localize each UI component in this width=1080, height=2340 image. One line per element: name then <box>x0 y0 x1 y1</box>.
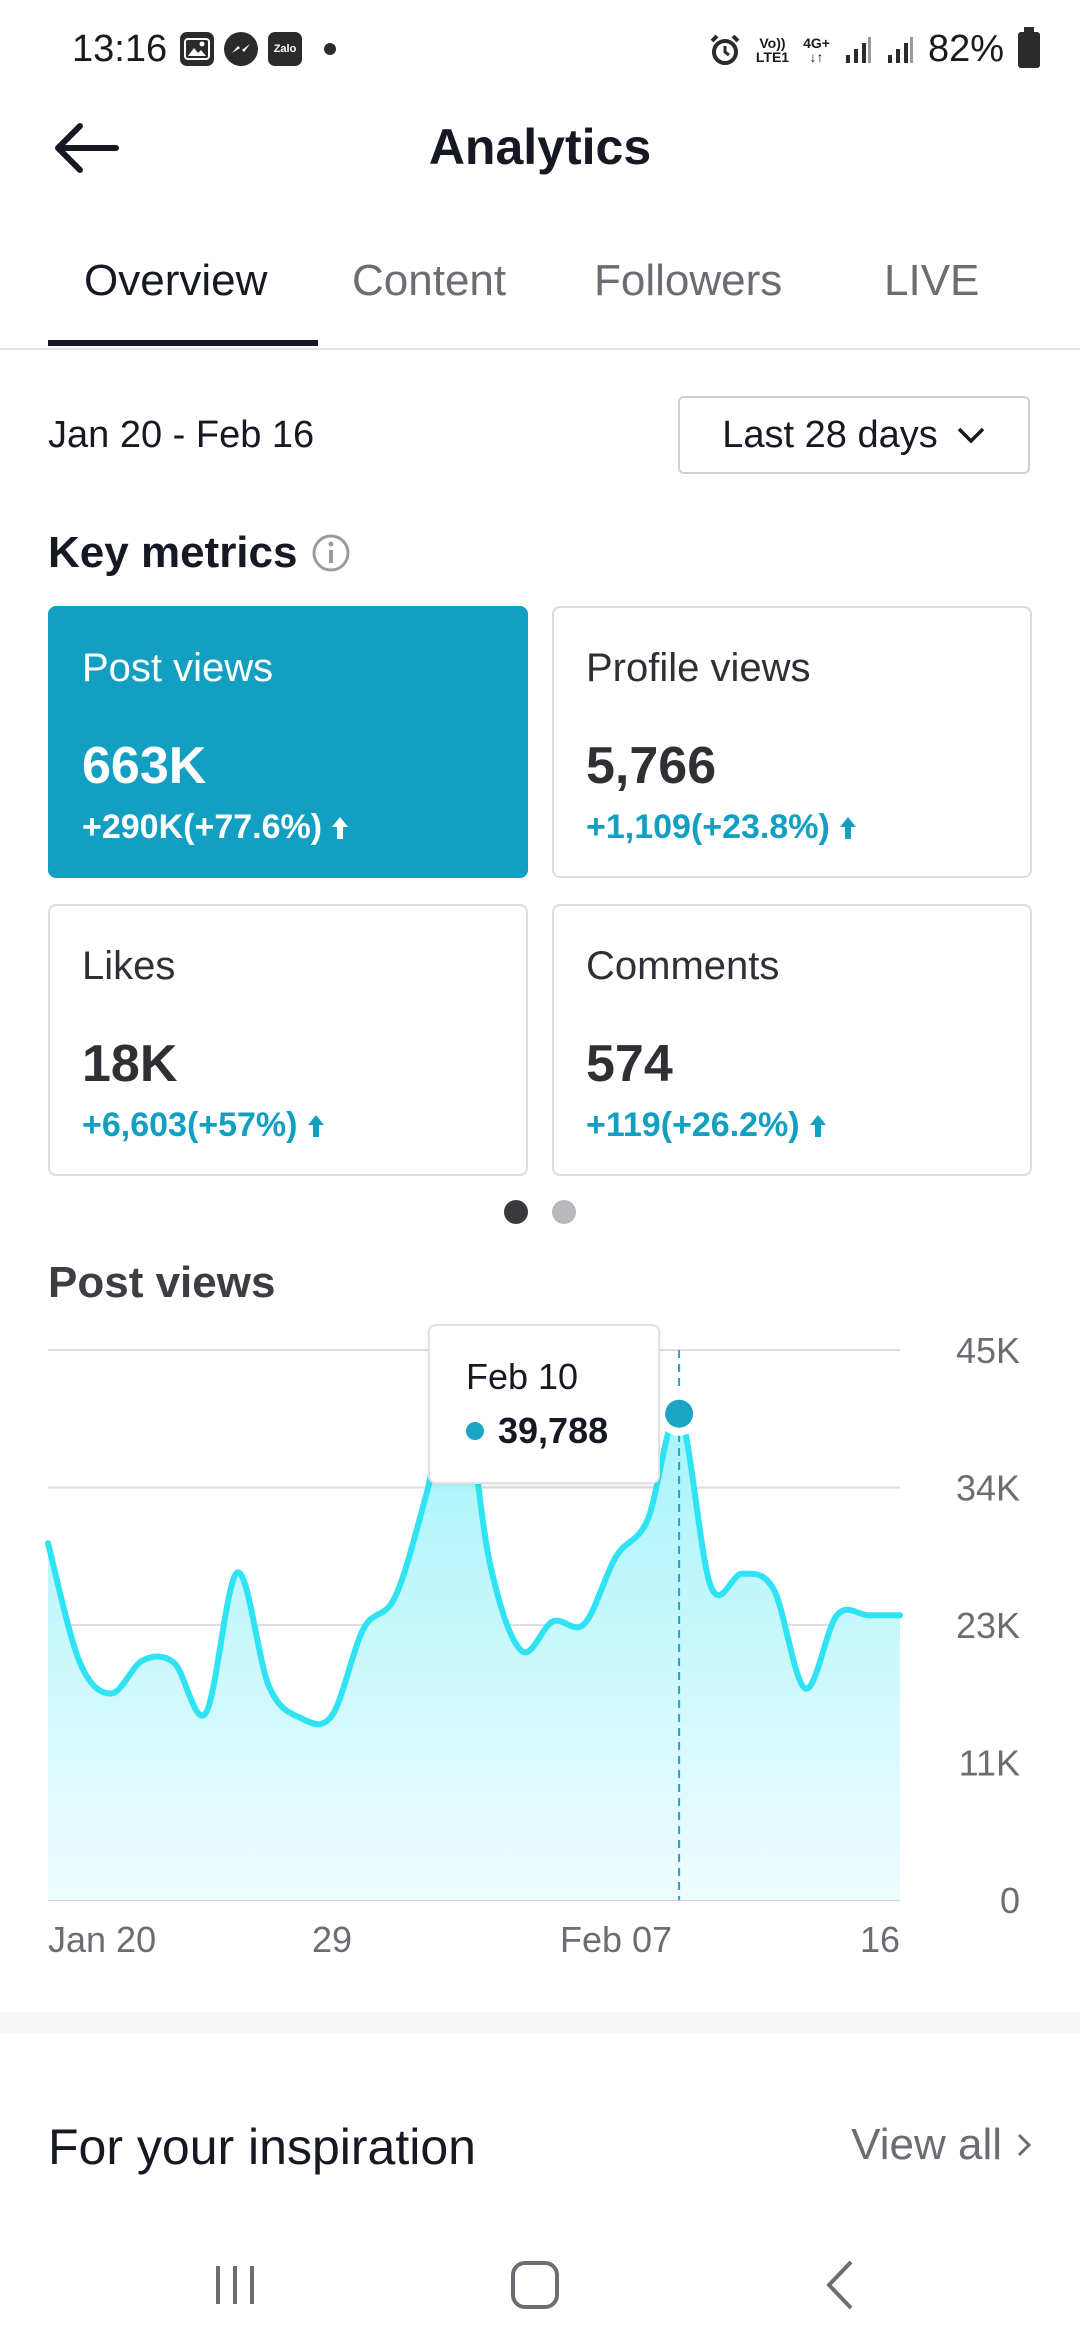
system-icons: Vo)) LTE1 4G+ ↓↑ 82% <box>708 26 1040 71</box>
metric-card-profile-views[interactable]: Profile views 5,766 +1,109(+23.8%) <box>552 606 1032 878</box>
tab-overview[interactable]: Overview <box>84 256 268 305</box>
metric-label: Likes <box>82 944 176 988</box>
messenger-icon <box>224 32 258 66</box>
alarm-icon <box>710 34 740 65</box>
network-type-icon: 4G+ ↓↑ <box>803 34 830 65</box>
y-tick-label: 34K <box>956 1468 1020 1509</box>
more-notifications-dot <box>324 43 336 55</box>
tab-followers[interactable]: Followers <box>594 256 783 305</box>
battery-icon <box>1018 26 1040 68</box>
volte-icon: Vo)) LTE1 <box>755 34 790 65</box>
date-range-label: Jan 20 - Feb 16 <box>48 414 315 456</box>
metric-change: +6,603(+57%) <box>82 1106 326 1145</box>
chevron-down-icon <box>957 427 984 444</box>
status-bar: 13:16 Zalo Vo)) LTE1 4G+ ↓↑ 82% <box>0 0 1080 100</box>
home-icon <box>511 2261 559 2309</box>
home-button[interactable] <box>490 2240 580 2330</box>
battery-percent: 82% <box>927 28 1004 70</box>
tooltip-value: 39,788 <box>498 1410 609 1451</box>
status-time: 13:16 <box>72 28 168 70</box>
arrow-up-icon <box>332 816 349 839</box>
view-all-link[interactable]: View all <box>851 2120 1032 2170</box>
signal-1-icon <box>845 36 871 63</box>
y-tick-label: 11K <box>959 1743 1020 1784</box>
tab-content[interactable]: Content <box>352 256 507 305</box>
chevron-right-icon <box>1017 2133 1032 2157</box>
metric-change: +1,109(+23.8%) <box>586 808 858 847</box>
metric-value: 5,766 <box>586 737 717 795</box>
system-back-button[interactable] <box>796 2240 886 2330</box>
back-arrow-icon <box>55 123 119 173</box>
back-button[interactable] <box>48 118 124 178</box>
metric-change: +119(+26.2%) <box>586 1106 828 1145</box>
tooltip-date: Feb 10 <box>466 1356 579 1397</box>
x-tick-label: 29 <box>312 1919 352 1960</box>
y-tick-label: 0 <box>1000 1880 1020 1921</box>
x-tick-label: 16 <box>860 1919 900 1960</box>
gallery-icon <box>180 32 214 66</box>
zalo-icon: Zalo <box>268 32 302 66</box>
section-divider <box>0 2012 1080 2034</box>
metric-value: 663K <box>82 737 207 795</box>
arrow-up-icon <box>839 816 856 839</box>
system-nav-bar <box>0 2240 1080 2340</box>
metric-card-comments[interactable]: Comments 574 +119(+26.2%) <box>552 904 1032 1176</box>
key-metrics-heading: Key metrics <box>48 528 351 578</box>
key-metrics-title: Key metrics <box>48 528 298 577</box>
notification-icons: Zalo <box>180 32 336 66</box>
series-dot-icon <box>466 1422 484 1440</box>
y-tick-label: 23K <box>956 1605 1020 1646</box>
x-tick-label: Feb 07 <box>560 1919 672 1960</box>
metric-card-likes[interactable]: Likes 18K +6,603(+57%) <box>48 904 528 1176</box>
metric-change: +290K(+77.6%) <box>82 808 350 847</box>
tab-bar: Overview Content Followers LIVE <box>0 256 1080 350</box>
metric-label: Profile views <box>586 646 811 690</box>
range-dropdown-label: Last 28 days <box>722 413 938 456</box>
active-tab-indicator <box>48 340 318 346</box>
tab-live[interactable]: LIVE <box>884 256 980 305</box>
metric-value: 18K <box>82 1035 178 1093</box>
post-views-chart[interactable]: 45K 34K 23K 11K 0 Jan 20 29 Feb 07 16 <box>0 1300 1080 1980</box>
recents-button[interactable] <box>190 2240 280 2330</box>
x-tick-label: Jan 20 <box>48 1919 156 1960</box>
metric-label: Comments <box>586 944 780 988</box>
chart-tooltip: Feb 10 39,788 <box>428 1324 660 1484</box>
metric-label: Post views <box>82 646 274 690</box>
metric-value: 574 <box>586 1035 673 1093</box>
tooltip-point <box>665 1399 694 1428</box>
area-fill <box>48 1364 900 1900</box>
signal-2-icon <box>887 36 913 63</box>
page-title: Analytics <box>428 119 652 175</box>
recents-icon <box>216 2266 254 2304</box>
arrow-up-icon <box>809 1114 826 1137</box>
inspiration-title: For your inspiration <box>48 2119 476 2175</box>
range-dropdown[interactable]: Last 28 days <box>678 396 1030 474</box>
y-tick-label: 45K <box>956 1330 1020 1371</box>
tooltip-value-row: 39,788 <box>466 1410 608 1452</box>
metric-card-post-views[interactable]: Post views 663K +290K(+77.6%) <box>48 606 528 878</box>
pager-dot[interactable] <box>552 1200 576 1224</box>
pager-dot-active[interactable] <box>504 1200 528 1224</box>
back-chevron-icon <box>826 2260 853 2310</box>
chart-title: Post views <box>48 1258 276 1307</box>
info-icon[interactable] <box>311 533 351 573</box>
view-all-label: View all <box>851 2120 1002 2169</box>
arrow-up-icon <box>307 1114 324 1137</box>
